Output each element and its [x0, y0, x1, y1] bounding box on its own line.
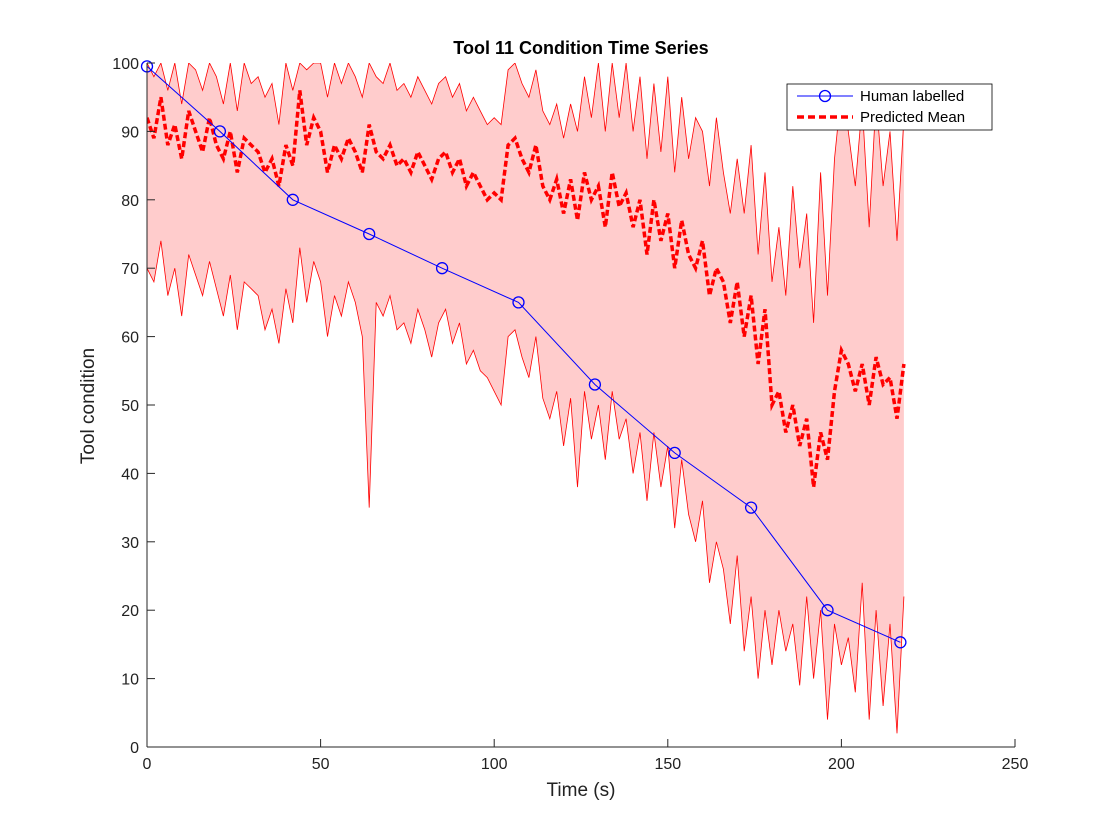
human-labelled-point: [435, 262, 449, 275]
human-labelled-point: [894, 636, 907, 649]
y-tick-label: 60: [121, 330, 139, 347]
human-labelled-point: [668, 446, 681, 460]
human-labelled-point: [286, 193, 299, 206]
y-tick-label: 0: [130, 740, 139, 757]
x-tick-label: 150: [654, 756, 681, 773]
x-tick-label: 250: [1002, 756, 1029, 773]
plot-content: [147, 63, 906, 734]
band-upper-edge: [147, 63, 905, 323]
y-tick-label: 10: [121, 672, 139, 689]
x-tick-label: 0: [143, 756, 152, 773]
human-labelled-point: [821, 604, 834, 617]
y-axis-label: Tool condition: [78, 348, 99, 464]
plot-area: [140, 60, 907, 734]
confidence-band: [147, 63, 904, 734]
human-labelled-point: [512, 296, 525, 309]
y-tick-label: 80: [121, 193, 139, 210]
y-tick-label: 30: [121, 535, 139, 552]
x-tick-label: 50: [312, 756, 330, 773]
y-tick-label: 100: [112, 56, 139, 73]
human-labelled-point: [588, 378, 602, 391]
y-tick-label: 90: [121, 124, 139, 141]
chart-title: Tool 11 Condition Time Series: [453, 38, 708, 58]
human-labelled-line: [146, 66, 901, 643]
predicted-mean-line: [147, 90, 906, 488]
human-labelled-point: [363, 227, 376, 241]
x-axis-label: Time (s): [547, 780, 616, 801]
legend-mean-label: Predicted Mean: [860, 109, 965, 126]
y-tick-label: 20: [121, 603, 139, 620]
y-tick-label: 50: [121, 398, 139, 415]
legend-human-label: Human labelled: [860, 88, 964, 105]
human-labelled-point: [744, 501, 758, 514]
axes: 0 50 100 150 200 250 0 10 20 30 40 50 60 70 80 90 100: [112, 56, 1028, 773]
legend: Human labelled Predicted Mean: [786, 83, 993, 131]
legend-human-marker: [818, 89, 832, 103]
x-tick-label: 100: [481, 756, 508, 773]
x-tick-label: 200: [828, 756, 855, 773]
human-labelled-point: [213, 125, 227, 138]
y-tick-label: 40: [121, 466, 139, 483]
band-lower-edge: [147, 240, 905, 734]
y-tick-label: 70: [121, 261, 139, 278]
